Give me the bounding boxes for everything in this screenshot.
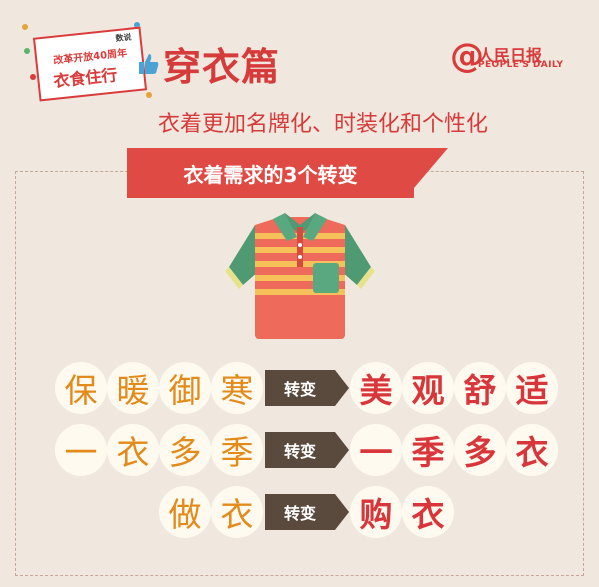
to-char: 购 — [350, 486, 402, 538]
change-row-2: 一 衣 多 季 转变 一 季 多 衣 — [0, 424, 599, 480]
from-char: 衣 — [107, 424, 159, 476]
section-banner: 衣着需求的3个转变 — [127, 148, 414, 198]
arrow-right-icon — [335, 494, 349, 530]
from-char: 衣 — [211, 486, 263, 538]
logo-english: PEOPLE'S DAILY — [478, 60, 564, 70]
page-title: 穿衣篇 — [163, 45, 281, 89]
confetti-dot — [22, 24, 28, 30]
change-label: 转变 — [265, 370, 335, 406]
from-char: 季 — [211, 424, 263, 476]
to-char: 多 — [454, 424, 506, 476]
change-label: 转变 — [265, 494, 335, 530]
confetti-dot — [146, 92, 152, 98]
change-label: 转变 — [265, 432, 335, 468]
from-char: 一 — [55, 424, 107, 476]
thumbs-up-icon — [139, 54, 159, 74]
arrow-right-icon — [335, 432, 349, 468]
to-char: 适 — [506, 362, 558, 414]
badge-line2: 衣食住行 — [52, 65, 119, 91]
badge-card: 数说 改革开放40周年 衣食住行 — [32, 26, 148, 102]
to-char: 舒 — [454, 362, 506, 414]
to-char: 观 — [402, 362, 454, 414]
confetti-dot — [30, 74, 36, 80]
change-arrow: 转变 — [265, 494, 349, 530]
to-char: 衣 — [506, 424, 558, 476]
to-char: 美 — [350, 362, 402, 414]
from-char: 多 — [159, 424, 211, 476]
change-row-3: 做 衣 转变 购 衣 — [0, 486, 599, 542]
badge-tag: 数说 — [115, 32, 132, 44]
from-char: 做 — [159, 486, 211, 538]
change-arrow: 转变 — [265, 370, 349, 406]
from-char: 寒 — [211, 362, 263, 414]
page-subtitle: 衣着更加名牌化、时装化和个性化 — [158, 112, 489, 137]
change-row-1: 保 暖 御 寒 转变 美 观 舒 适 — [0, 362, 599, 418]
change-arrow: 转变 — [265, 432, 349, 468]
polo-shirt-icon — [225, 213, 375, 339]
to-char: 一 — [350, 424, 402, 476]
from-char: 暖 — [107, 362, 159, 414]
badge: 数说 改革开放40周年 衣食住行 — [16, 14, 159, 104]
to-char: 季 — [402, 424, 454, 476]
to-char: 衣 — [402, 486, 454, 538]
peoples-daily-logo: @ 人民日报 PEOPLE'S DAILY — [450, 36, 590, 76]
confetti-dot — [24, 48, 30, 54]
from-char: 保 — [55, 362, 107, 414]
at-icon: @ — [450, 36, 484, 76]
from-char: 御 — [159, 362, 211, 414]
banner-tail — [414, 148, 448, 188]
arrow-right-icon — [335, 370, 349, 406]
confetti-dot — [134, 22, 140, 28]
logo-name: 人民日报 — [478, 46, 543, 65]
